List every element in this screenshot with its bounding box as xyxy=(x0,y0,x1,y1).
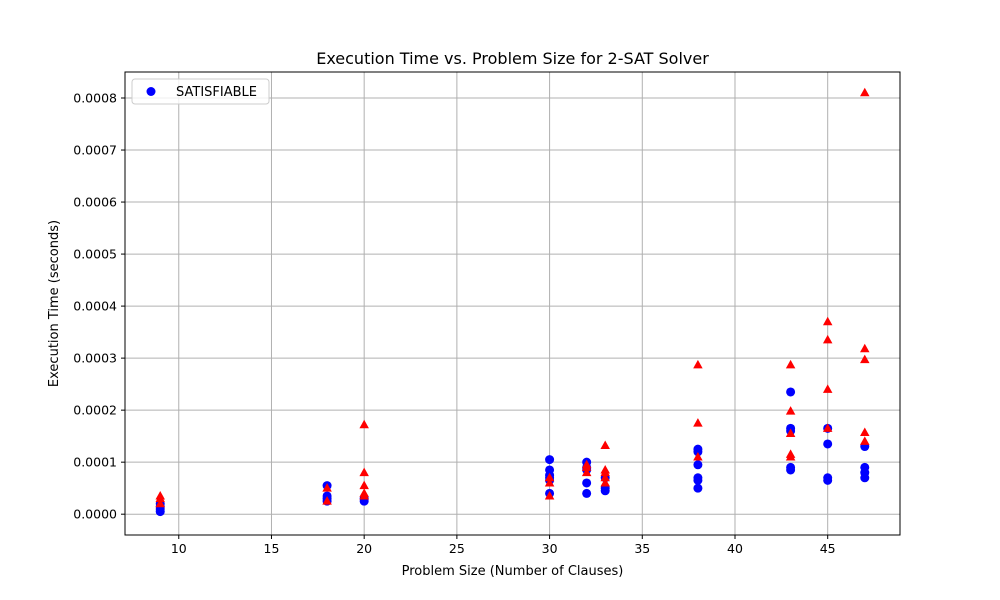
circle-point xyxy=(786,423,796,433)
circle-point xyxy=(545,465,555,475)
triangle-point xyxy=(359,488,369,497)
triangle-point xyxy=(785,359,796,369)
x-axis-label: Problem Size (Number of Clauses) xyxy=(402,564,624,579)
legend-label-satisfiable: SATISFIABLE xyxy=(176,85,257,100)
y-tick-label: 0.0001 xyxy=(73,455,117,470)
triangle-point xyxy=(359,419,369,429)
triangle-point xyxy=(822,423,833,432)
grid-lines xyxy=(125,72,900,535)
triangle-point xyxy=(860,427,870,437)
circle-point xyxy=(860,462,870,472)
triangle-point xyxy=(544,472,555,482)
triangle-point xyxy=(600,440,610,450)
triangle-point xyxy=(581,459,592,469)
triangle-point xyxy=(155,498,165,508)
circle-point xyxy=(545,455,555,465)
triangle-point xyxy=(600,472,610,482)
circle-point xyxy=(823,473,833,483)
y-tick-label: 0.0006 xyxy=(73,195,117,210)
circle-point xyxy=(582,478,592,488)
circle-point xyxy=(693,483,703,493)
y-axis-label: Execution Time (seconds) xyxy=(47,220,62,387)
circle-point xyxy=(823,439,833,449)
triangle-point xyxy=(359,480,369,490)
triangle-point xyxy=(359,467,369,477)
triangle-point xyxy=(822,316,833,326)
legend-marker-satisfiable xyxy=(146,87,156,96)
y-tick-label: 0.0007 xyxy=(73,143,117,158)
triangle-point xyxy=(581,467,592,477)
circle-point xyxy=(582,488,592,498)
y-tick-label: 0.0002 xyxy=(73,403,117,418)
circle-point xyxy=(786,462,796,472)
triangle-point xyxy=(600,464,610,474)
circle-point xyxy=(693,473,703,483)
triangle-point xyxy=(155,490,165,500)
triangle-point xyxy=(785,406,796,415)
triangle-point xyxy=(544,490,555,500)
x-tick-label: 20 xyxy=(356,541,372,556)
triangle-point xyxy=(693,418,703,427)
x-axis-ticks: 10 15 20 25 30 35 40 45 xyxy=(171,535,836,556)
triangle-point xyxy=(693,359,703,369)
legend-box xyxy=(131,78,270,105)
triangle-point xyxy=(600,477,610,487)
x-tick-label: 30 xyxy=(542,541,558,556)
y-tick-label: 0.0005 xyxy=(73,247,117,262)
x-tick-label: 25 xyxy=(449,541,465,556)
x-tick-label: 10 xyxy=(171,541,187,556)
circle-point xyxy=(786,387,796,397)
y-tick-label: 0.0003 xyxy=(73,351,117,366)
circle-point xyxy=(693,460,703,470)
y-tick-label: 0.0008 xyxy=(73,91,117,106)
triangle-point xyxy=(544,477,555,487)
triangle-point xyxy=(785,449,796,458)
triangle-point xyxy=(785,428,796,438)
triangle-point xyxy=(822,334,833,344)
y-tick-label: 0.0004 xyxy=(73,299,117,314)
triangle-point xyxy=(860,87,870,97)
circle-point xyxy=(693,444,703,454)
triangle-point xyxy=(322,496,332,505)
data-points xyxy=(155,87,870,517)
x-tick-label: 35 xyxy=(634,541,650,556)
x-tick-label: 45 xyxy=(820,541,836,556)
triangle-point xyxy=(860,343,870,353)
plot-frame xyxy=(124,71,901,536)
triangle-point xyxy=(822,384,833,393)
chart-title: Execution Time vs. Problem Size for 2-SA… xyxy=(316,49,709,68)
triangle-point xyxy=(860,436,870,445)
circle-point xyxy=(322,491,332,501)
triangle-point xyxy=(693,451,703,461)
x-tick-label: 40 xyxy=(727,541,743,556)
triangle-point xyxy=(860,354,870,364)
triangle-point xyxy=(322,483,332,492)
y-axis-ticks: 0.0000 0.0001 0.0002 0.0003 0.0004 0.0005 0.00… xyxy=(73,91,125,522)
legend: SATISFIABLE xyxy=(131,78,270,105)
x-tick-label: 15 xyxy=(264,541,280,556)
y-tick-label: 0.0000 xyxy=(73,507,117,522)
